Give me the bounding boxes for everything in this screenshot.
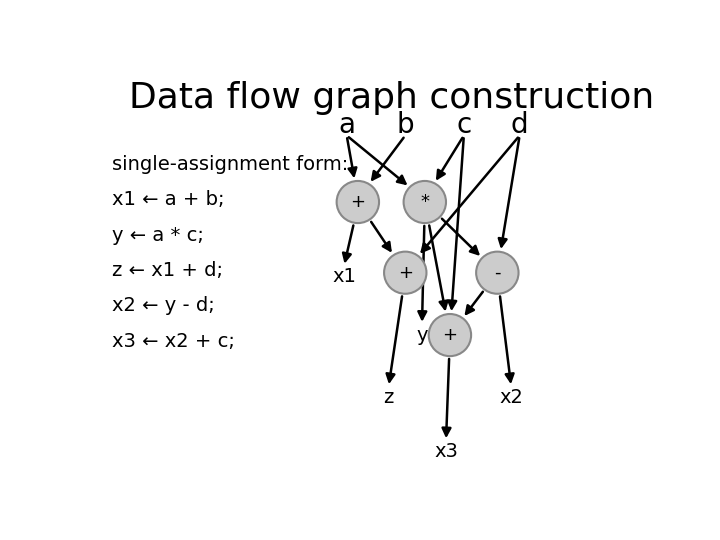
Text: z: z <box>383 388 394 407</box>
Text: -: - <box>494 264 500 282</box>
Text: x2 ← y - d;: x2 ← y - d; <box>112 296 215 315</box>
Text: *: * <box>420 193 429 211</box>
Text: x1: x1 <box>332 267 356 286</box>
Text: single-assignment form:: single-assignment form: <box>112 155 348 174</box>
Text: x3: x3 <box>434 442 458 461</box>
Text: y: y <box>416 326 428 345</box>
Ellipse shape <box>476 252 518 294</box>
Text: +: + <box>397 264 413 282</box>
Text: y ← a * c;: y ← a * c; <box>112 226 204 245</box>
Text: b: b <box>397 111 414 139</box>
Text: x1 ← a + b;: x1 ← a + b; <box>112 191 225 210</box>
Ellipse shape <box>428 314 471 356</box>
Text: z ← x1 + d;: z ← x1 + d; <box>112 261 223 280</box>
Text: x3 ← x2 + c;: x3 ← x2 + c; <box>112 332 235 351</box>
Text: +: + <box>442 326 457 344</box>
Ellipse shape <box>337 181 379 223</box>
Ellipse shape <box>384 252 426 294</box>
Text: d: d <box>511 111 528 139</box>
Ellipse shape <box>404 181 446 223</box>
Text: a: a <box>338 111 355 139</box>
Text: Data flow graph construction: Data flow graph construction <box>129 82 654 116</box>
Text: x2: x2 <box>500 388 523 407</box>
Text: c: c <box>456 111 472 139</box>
Text: +: + <box>351 193 365 211</box>
